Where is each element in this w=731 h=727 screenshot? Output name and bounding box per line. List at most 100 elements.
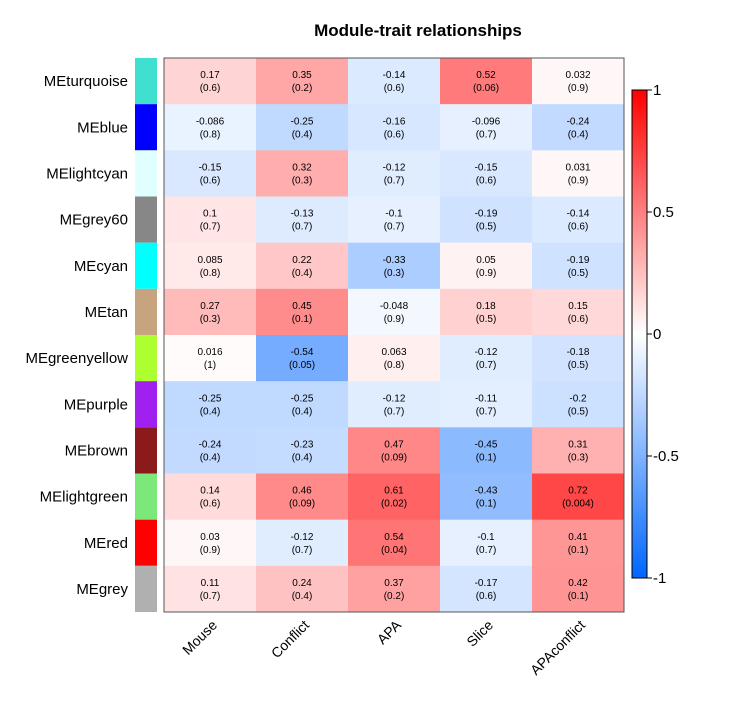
column-labels: Mouse Conflict APA Slice APAconflict	[179, 616, 588, 678]
heatmap-cell	[532, 335, 625, 382]
heatmap-cell	[348, 519, 441, 567]
column-label-conflict: Conflict	[268, 617, 312, 661]
colorbar-tick-label: 0	[653, 326, 661, 343]
cell-pvalue-label: (0.09)	[381, 452, 407, 463]
row-label-MEred: MEred	[84, 535, 128, 552]
module-swatch-MEgrey	[135, 565, 157, 612]
heatmap-cell	[440, 288, 533, 336]
cell-pvalue-label: (0.7)	[476, 406, 497, 417]
cell-correlation-label: 0.46	[292, 486, 312, 497]
heatmap-cell	[164, 242, 257, 290]
row-label-MEgrey: MEgrey	[76, 581, 128, 598]
row-label-MEtan: MEtan	[85, 304, 128, 321]
row-label-MEturquoise: MEturquoise	[44, 73, 128, 90]
heatmap-cell	[440, 104, 533, 151]
heatmap-cell	[532, 58, 625, 105]
heatmap-cell	[256, 150, 349, 197]
cell-pvalue-label: (0.6)	[200, 499, 221, 510]
cell-correlation-label: -0.25	[199, 393, 222, 404]
cell-correlation-label: -0.24	[567, 116, 590, 127]
cell-pvalue-label: (0.6)	[200, 175, 221, 186]
heatmap-cell	[164, 565, 257, 613]
cell-correlation-label: 0.15	[568, 301, 588, 312]
cell-correlation-label: 0.24	[292, 578, 312, 589]
colorbar: 1 0.5 0 -0.5 -1	[631, 82, 679, 587]
colorbar-ticks: 1 0.5 0 -0.5 -1	[647, 82, 679, 587]
cell-pvalue-label: (0.5)	[476, 222, 497, 233]
heatmap-cell	[348, 427, 441, 474]
cell-pvalue-label: (0.3)	[384, 268, 405, 279]
row-label-MEgrey60: MEgrey60	[60, 212, 128, 229]
cell-correlation-label: 0.47	[384, 439, 404, 450]
cell-pvalue-label: (0.4)	[292, 406, 313, 417]
module-swatch-MEbrown	[135, 427, 157, 474]
heatmap-cell	[164, 288, 257, 336]
colorbar-gradient	[631, 89, 648, 579]
module-swatch-MEpurple	[135, 381, 157, 428]
cell-correlation-label: -0.1	[477, 532, 495, 543]
cell-correlation-label: -0.25	[291, 393, 314, 404]
cell-pvalue-label: (0.7)	[292, 545, 313, 556]
cell-correlation-label: -0.45	[475, 439, 498, 450]
cell-correlation-label: 0.14	[200, 486, 220, 497]
heatmap-cell	[532, 150, 625, 197]
cell-correlation-label: -0.11	[475, 393, 497, 404]
heatmap-cell	[164, 58, 257, 105]
cell-correlation-label: 0.31	[568, 439, 588, 450]
heatmap-cell	[256, 519, 349, 567]
cell-correlation-label: 0.27	[200, 301, 220, 312]
module-swatch-MEblue	[135, 104, 157, 151]
cell-pvalue-label: (0.2)	[384, 591, 405, 602]
cell-correlation-label: -0.43	[475, 486, 498, 497]
colorbar-tick-label: -1	[653, 570, 666, 587]
cell-pvalue-label: (0.6)	[568, 314, 589, 325]
heatmap-cell	[532, 288, 625, 336]
module-swatch-MElightgreen	[135, 473, 157, 520]
cell-correlation-label: -0.1	[385, 209, 403, 220]
cell-correlation-label: 0.18	[476, 301, 496, 312]
cell-correlation-label: -0.17	[475, 578, 498, 589]
heatmap-cell	[348, 242, 441, 290]
heatmap-cell	[440, 335, 533, 382]
cell-correlation-label: -0.33	[383, 255, 406, 266]
cell-pvalue-label: (0.9)	[568, 83, 589, 94]
heatmap-cell	[532, 519, 625, 567]
cell-correlation-label: 0.45	[292, 301, 312, 312]
cell-correlation-label: -0.2	[569, 393, 587, 404]
cell-pvalue-label: (0.7)	[200, 591, 221, 602]
module-color-swatches	[135, 58, 157, 612]
cell-correlation-label: 0.72	[568, 486, 588, 497]
cell-correlation-label: -0.048	[380, 301, 409, 312]
cell-correlation-label: -0.23	[291, 439, 314, 450]
cell-pvalue-label: (0.2)	[292, 83, 313, 94]
cell-pvalue-label: (0.1)	[476, 499, 497, 510]
row-label-MEblue: MEblue	[77, 119, 128, 136]
cell-correlation-label: 0.22	[292, 255, 312, 266]
cell-correlation-label: 0.52	[476, 70, 496, 81]
column-label-mouse: Mouse	[179, 617, 220, 658]
cell-correlation-label: 0.016	[197, 347, 222, 358]
cell-pvalue-label: (0.6)	[568, 222, 589, 233]
heatmap-cell	[440, 150, 533, 197]
heatmap-cell	[348, 196, 441, 244]
cell-pvalue-label: (0.7)	[476, 545, 497, 556]
column-label-apaconflict: APAconflict	[527, 617, 588, 678]
cell-correlation-label: 0.1	[203, 209, 217, 220]
cell-pvalue-label: (0.09)	[289, 499, 315, 510]
heatmap-cell	[440, 473, 533, 521]
cell-pvalue-label: (0.6)	[476, 175, 497, 186]
cell-correlation-label: -0.19	[567, 255, 590, 266]
module-swatch-MEgreenyellow	[135, 335, 157, 382]
cell-correlation-label: 0.17	[200, 70, 220, 81]
cell-correlation-label: -0.25	[291, 116, 314, 127]
cell-pvalue-label: (0.6)	[200, 83, 221, 94]
heatmap-cell	[256, 288, 349, 336]
module-swatch-MEtan	[135, 288, 157, 335]
heatmap-cell	[440, 381, 533, 428]
cell-correlation-label: -0.15	[475, 162, 498, 173]
cell-pvalue-label: (0.9)	[476, 268, 497, 279]
cell-correlation-label: 0.05	[476, 255, 496, 266]
heatmap-cell	[348, 473, 441, 521]
cell-correlation-label: -0.14	[567, 209, 590, 220]
